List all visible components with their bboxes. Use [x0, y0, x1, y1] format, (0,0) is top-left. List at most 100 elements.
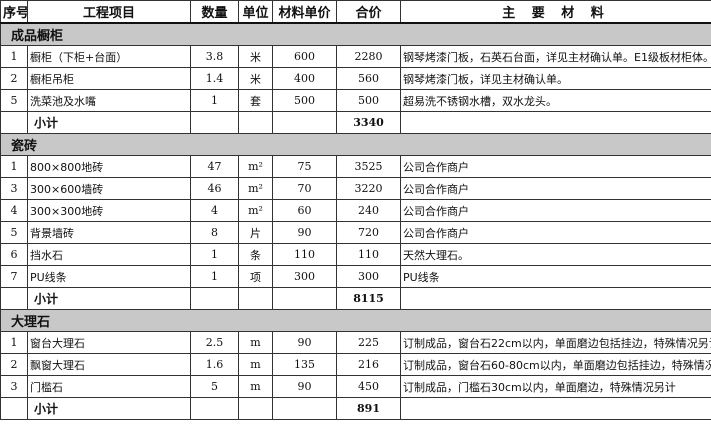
cell-empty — [238, 287, 273, 310]
cell-total: 225 — [336, 331, 401, 354]
cell-total: 216 — [336, 353, 401, 376]
cell-qty: 46 — [190, 177, 239, 200]
cell-seq: 5 — [0, 89, 28, 112]
cell-material: 公司合作商户 — [400, 177, 711, 200]
cell-empty — [400, 287, 711, 310]
cell-empty — [400, 397, 711, 420]
cell-material: 公司合作商户 — [400, 199, 711, 222]
cell-total: 300 — [336, 265, 401, 288]
cell-qty: 47 — [190, 155, 239, 178]
cell-price: 500 — [272, 89, 337, 112]
cell-empty — [272, 397, 337, 420]
cell-qty: 1.4 — [190, 67, 239, 90]
cell-material: 钢琴烤漆门板，详见主材确认单。 — [400, 67, 711, 90]
cell-material: 钢琴烤漆门板，石英石台面，详见主材确认单。E1级板材柜体。 — [400, 45, 711, 68]
header-seq: 序号 — [0, 0, 28, 24]
cell-item: 橱柜（下柜+台面） — [27, 45, 191, 68]
cell-qty: 4 — [190, 199, 239, 222]
cell-unit: 套 — [238, 89, 273, 112]
table-row: 6 挡水石 1 条 110 110 天然大理石。 — [0, 243, 711, 266]
cell-qty: 1.6 — [190, 353, 239, 376]
cell-subtotal: 891 — [336, 397, 401, 420]
header-price: 材料单价 — [272, 0, 337, 24]
cell-price: 75 — [272, 155, 337, 178]
cell-price: 300 — [272, 265, 337, 288]
cell-seq: 1 — [0, 331, 28, 354]
cell-seq: 3 — [0, 375, 28, 398]
cell-total: 450 — [336, 375, 401, 398]
section-title: 成品橱柜 — [0, 22, 711, 46]
cell-total: 3220 — [336, 177, 401, 200]
cell-price: 90 — [272, 331, 337, 354]
table-row: 7 PU线条 1 项 300 300 PU线条 — [0, 265, 711, 288]
cell-price: 60 — [272, 199, 337, 222]
subtotal-row: 小计 891 — [0, 397, 711, 420]
cell-empty — [0, 111, 28, 134]
table-row: 2 飘窗大理石 1.6 m 135 216 订制成品，窗台石60-80cm以内，单面磨边包括… — [0, 353, 711, 376]
table-row: 1 橱柜（下柜+台面） 3.8 米 600 2280 钢琴烤漆门板，石英石台面，详见主材确认… — [0, 45, 711, 68]
cell-empty — [272, 287, 337, 310]
cell-unit: 片 — [238, 221, 273, 244]
cell-seq: 1 — [0, 155, 28, 178]
cell-item: 窗台大理石 — [27, 331, 191, 354]
cell-unit: m — [238, 353, 273, 376]
cell-price: 90 — [272, 375, 337, 398]
cell-seq: 1 — [0, 45, 28, 68]
cell-seq: 3 — [0, 177, 28, 200]
cell-subtotal-label: 小计 — [27, 287, 191, 310]
cell-empty — [190, 397, 239, 420]
header-row: 序号 工程项目 数量 单位 材料单价 合价 主 要 材 料 — [0, 0, 711, 24]
cell-qty: 3.8 — [190, 45, 239, 68]
cell-total: 110 — [336, 243, 401, 266]
subtotal-row: 小计 3340 — [0, 111, 711, 134]
table-row: 2 橱柜吊柜 1.4 米 400 560 钢琴烤漆门板，详见主材确认单。 — [0, 67, 711, 90]
cell-qty: 2.5 — [190, 331, 239, 354]
cell-total: 3525 — [336, 155, 401, 178]
header-total: 合价 — [336, 0, 401, 24]
table-row: 1 窗台大理石 2.5 m 90 225 订制成品，窗台石22cm以内，单面磨边包括挂边，特… — [0, 331, 711, 354]
cell-price: 90 — [272, 221, 337, 244]
section-title: 瓷砖 — [0, 133, 711, 156]
table-row: 5 洗菜池及水嘴 1 套 500 500 超易洗不锈钢水槽，双水龙头。 — [0, 89, 711, 112]
cell-unit: 条 — [238, 243, 273, 266]
cell-price: 600 — [272, 45, 337, 68]
cell-empty — [190, 111, 239, 134]
subtotal-row: 小计 8115 — [0, 287, 711, 310]
header-item: 工程项目 — [27, 0, 191, 24]
cell-item: 背景墙砖 — [27, 221, 191, 244]
cell-unit: m² — [238, 177, 273, 200]
cell-subtotal: 8115 — [336, 287, 401, 310]
cell-price: 400 — [272, 67, 337, 90]
cell-material: 超易洗不锈钢水槽，双水龙头。 — [400, 89, 711, 112]
cell-item: 洗菜池及水嘴 — [27, 89, 191, 112]
cell-unit: 项 — [238, 265, 273, 288]
cell-material: 订制成品，窗台石22cm以内，单面磨边包括挂边，特殊情况另计 — [400, 331, 711, 354]
cell-item: 飘窗大理石 — [27, 353, 191, 376]
cell-seq: 4 — [0, 199, 28, 222]
section-header: 大理石 — [0, 309, 711, 332]
header-qty: 数量 — [190, 0, 239, 24]
cell-empty — [238, 397, 273, 420]
cell-empty — [238, 111, 273, 134]
cell-subtotal-label: 小计 — [27, 397, 191, 420]
header-unit: 单位 — [238, 0, 273, 24]
quote-table: 序号 工程项目 数量 单位 材料单价 合价 主 要 材 料 成品橱柜 1 橱柜（下柜… — [0, 0, 711, 420]
cell-empty — [0, 397, 28, 420]
cell-empty — [272, 111, 337, 134]
cell-subtotal-label: 小计 — [27, 111, 191, 134]
cell-item: 橱柜吊柜 — [27, 67, 191, 90]
cell-material: 订制成品，窗台石60-80cm以内，单面磨边包括挂边，特殊情况另计 — [400, 353, 711, 376]
cell-item: 门槛石 — [27, 375, 191, 398]
cell-item: 300×600墙砖 — [27, 177, 191, 200]
cell-total: 240 — [336, 199, 401, 222]
cell-material: 订制成品，门槛石30cm以内，单面磨边，特殊情况另计 — [400, 375, 711, 398]
table-row: 1 800×800地砖 47 m² 75 3525 公司合作商户 — [0, 155, 711, 178]
cell-material: PU线条 — [400, 265, 711, 288]
cell-qty: 1 — [190, 265, 239, 288]
cell-item: 300×300地砖 — [27, 199, 191, 222]
cell-total: 500 — [336, 89, 401, 112]
cell-material: 天然大理石。 — [400, 243, 711, 266]
cell-seq: 2 — [0, 67, 28, 90]
cell-material: 公司合作商户 — [400, 221, 711, 244]
cell-unit: m² — [238, 155, 273, 178]
